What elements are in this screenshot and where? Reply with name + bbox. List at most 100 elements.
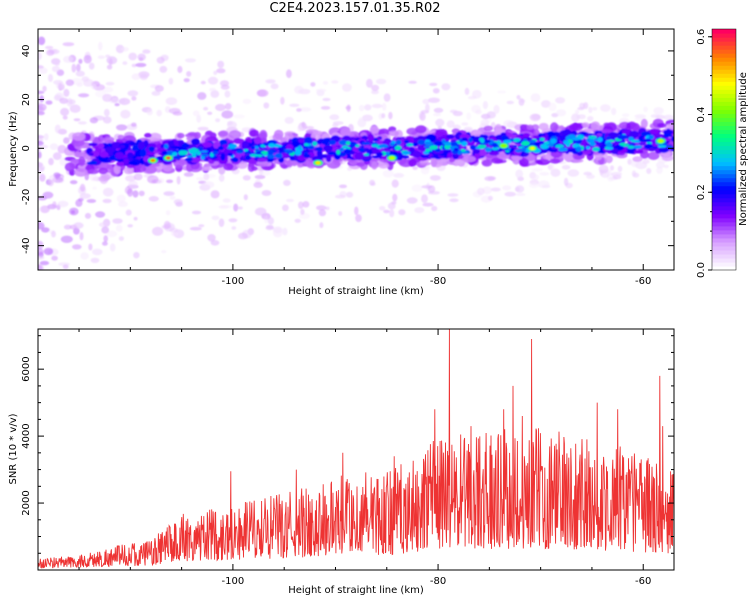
spectrogram-cell bbox=[210, 240, 220, 246]
spectrogram-cell bbox=[63, 88, 70, 97]
spectrogram-cell bbox=[653, 107, 664, 115]
spectrogram-cell bbox=[210, 190, 220, 199]
spectrogram-cell bbox=[118, 236, 124, 242]
spectrogram-cell bbox=[133, 252, 140, 259]
spectrogram-cell bbox=[541, 100, 551, 108]
spectrogram-cell bbox=[490, 151, 499, 156]
colorbar-swatch bbox=[712, 101, 736, 106]
spectrogram-cell bbox=[175, 146, 183, 150]
spectrogram-cell bbox=[522, 132, 531, 138]
spectrogram-cell bbox=[105, 81, 115, 86]
spectrogram-cell bbox=[162, 162, 173, 172]
spectrogram-cell bbox=[488, 195, 493, 201]
snr-panel: -100 -80 -60 2000 4000 6000 Height of straigh… bbox=[8, 328, 675, 596]
spectrogram-cell bbox=[128, 161, 138, 166]
spectrogram-cell bbox=[581, 122, 590, 129]
spectrogram-cell bbox=[583, 128, 595, 133]
spectrogram-cell bbox=[177, 132, 185, 139]
spectrogram-cell bbox=[97, 143, 105, 149]
spectrogram-cell bbox=[134, 164, 147, 173]
spectrogram-cell bbox=[151, 90, 161, 96]
spectrogram-cell bbox=[144, 133, 152, 138]
snr-series-line bbox=[38, 329, 674, 569]
spectrogram-cell bbox=[218, 205, 229, 209]
spectrogram-cell bbox=[663, 164, 669, 169]
spectrogram-cell bbox=[466, 112, 472, 120]
spectrogram-cell bbox=[342, 83, 352, 92]
spectrogram-cell bbox=[483, 125, 493, 132]
colorbar: 0.0 0.2 0.4 0.6 Normalized spectral amplitu… bbox=[696, 28, 749, 278]
spectrogram-cell bbox=[393, 173, 405, 178]
spectrogram-cell bbox=[428, 97, 440, 103]
spectrogram-cell bbox=[79, 232, 84, 241]
spectrogram-cell bbox=[340, 127, 351, 137]
spectrogram-cell bbox=[223, 163, 234, 171]
spectrogram-cell bbox=[120, 109, 131, 119]
spectrogram-cell bbox=[217, 60, 225, 69]
spectrogram-cell bbox=[45, 100, 53, 105]
spectrogram-cell bbox=[90, 257, 100, 263]
spectrogram-cell bbox=[327, 151, 336, 156]
spectrogram-cell bbox=[221, 110, 234, 119]
spectrogram-cell bbox=[62, 115, 68, 120]
spectrogram-cell bbox=[529, 113, 541, 122]
spectrogram-cell bbox=[663, 114, 674, 121]
spectrogram-cell bbox=[73, 227, 80, 235]
spectrogram-cell bbox=[486, 111, 496, 119]
spectrogram-cell bbox=[139, 73, 148, 81]
spectrogram-cell bbox=[506, 100, 514, 105]
spectrogram-cell bbox=[482, 101, 488, 110]
spectrogram-cell bbox=[383, 93, 391, 102]
spectrogram-cell bbox=[424, 141, 433, 146]
spectrogram-cell bbox=[382, 169, 394, 178]
spectrogram-cell bbox=[284, 116, 294, 124]
spectrogram-cell bbox=[127, 224, 133, 228]
spectrogram-cell bbox=[274, 153, 283, 159]
spectrogram-cell bbox=[338, 211, 343, 216]
spectrogram-cell bbox=[192, 110, 200, 117]
spectrogram-cell bbox=[184, 158, 193, 162]
spectrogram-cell bbox=[98, 41, 103, 51]
spectrogram-cell bbox=[265, 79, 276, 84]
spectrogram-cell bbox=[39, 95, 44, 103]
spectrogram-cell bbox=[101, 226, 110, 234]
colorbar-swatch bbox=[712, 189, 736, 195]
spectrogram-cell bbox=[571, 158, 584, 163]
spectrogram-cell bbox=[196, 151, 201, 156]
spectrogram-cell bbox=[518, 98, 525, 106]
spectrogram-cell bbox=[403, 139, 410, 144]
spectrogram-cell bbox=[233, 138, 244, 144]
spectrogram-cell bbox=[83, 79, 94, 87]
colorbar-swatch bbox=[712, 97, 736, 102]
spectrogram-cell bbox=[600, 104, 611, 112]
spectrogram-cell bbox=[112, 141, 122, 149]
spectrogram-cell bbox=[501, 135, 509, 141]
spectrogram-cell bbox=[267, 217, 274, 225]
spectrogram-cell bbox=[632, 156, 643, 162]
spectrogram-cell bbox=[645, 143, 652, 148]
colorbar-swatch bbox=[712, 33, 736, 38]
spectrogram-cell bbox=[48, 74, 53, 82]
colorbar-swatch bbox=[712, 125, 736, 131]
spectrogram-cell bbox=[228, 130, 242, 140]
colorbar-swatch bbox=[712, 145, 736, 151]
spectrogram-cell bbox=[173, 140, 179, 145]
spectrogram-cell bbox=[450, 141, 458, 147]
spectrogram-cell bbox=[291, 141, 300, 148]
spectrogram-cell bbox=[38, 144, 49, 149]
spectrogram-cell bbox=[334, 194, 346, 199]
spectrogram-cell bbox=[463, 126, 473, 132]
spectrogram-cell bbox=[270, 83, 279, 90]
spectrogram-cell bbox=[392, 193, 398, 202]
y-tick-label: 4000 bbox=[21, 423, 32, 448]
spectrogram-cell bbox=[346, 191, 354, 198]
spectrogram-cell bbox=[200, 80, 206, 85]
spectrogram-cell bbox=[587, 116, 594, 122]
spectrogram-cell bbox=[342, 145, 349, 149]
spectrogram-cell bbox=[123, 158, 130, 164]
spectrogram-panel: -100 -80 -60 -40 -20 0 20 40 Height of straight… bbox=[8, 28, 675, 297]
spectrogram-cell bbox=[371, 90, 379, 95]
spectrogram-cell bbox=[481, 159, 493, 167]
spectrogram-cell bbox=[572, 122, 579, 131]
spectrogram-cell bbox=[122, 61, 128, 65]
